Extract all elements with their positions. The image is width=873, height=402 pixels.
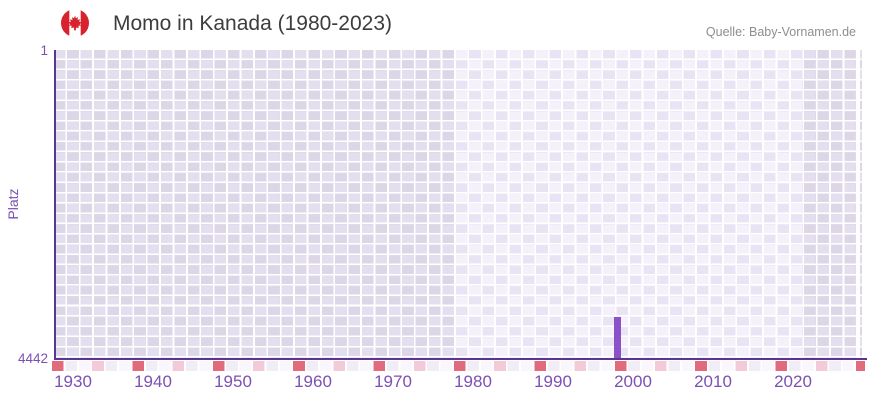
x-tick-label: 2010 [694,372,732,391]
y-axis-label-top: 1 [40,43,48,58]
x-tick-label: 1970 [374,372,412,391]
x-tick-label: 2020 [774,372,812,391]
y-axis-line [54,50,56,360]
plot-area [56,50,862,358]
x-tick-label: 1940 [134,372,172,391]
x-tick-label: 2000 [614,372,652,391]
y-axis-title: Platz [5,188,21,220]
source-attribution: Quelle: Baby-Vornamen.de [705,25,856,39]
x-tick-label: 1980 [454,372,492,391]
x-tick-label: 1950 [214,372,252,391]
rank-bar [613,316,621,358]
grid-overlay [56,50,862,358]
x-tick-label: 1990 [534,372,572,391]
bottom-marker-strip [52,361,865,371]
x-tick-label: 1930 [54,372,92,391]
canada-flag-icon [61,9,89,37]
x-tick-label: 1960 [294,372,332,391]
x-axis-line [54,358,867,360]
y-axis-label-bottom: 4442 [17,351,48,366]
chart-title: Momo in Kanada (1980-2023) [113,12,393,35]
